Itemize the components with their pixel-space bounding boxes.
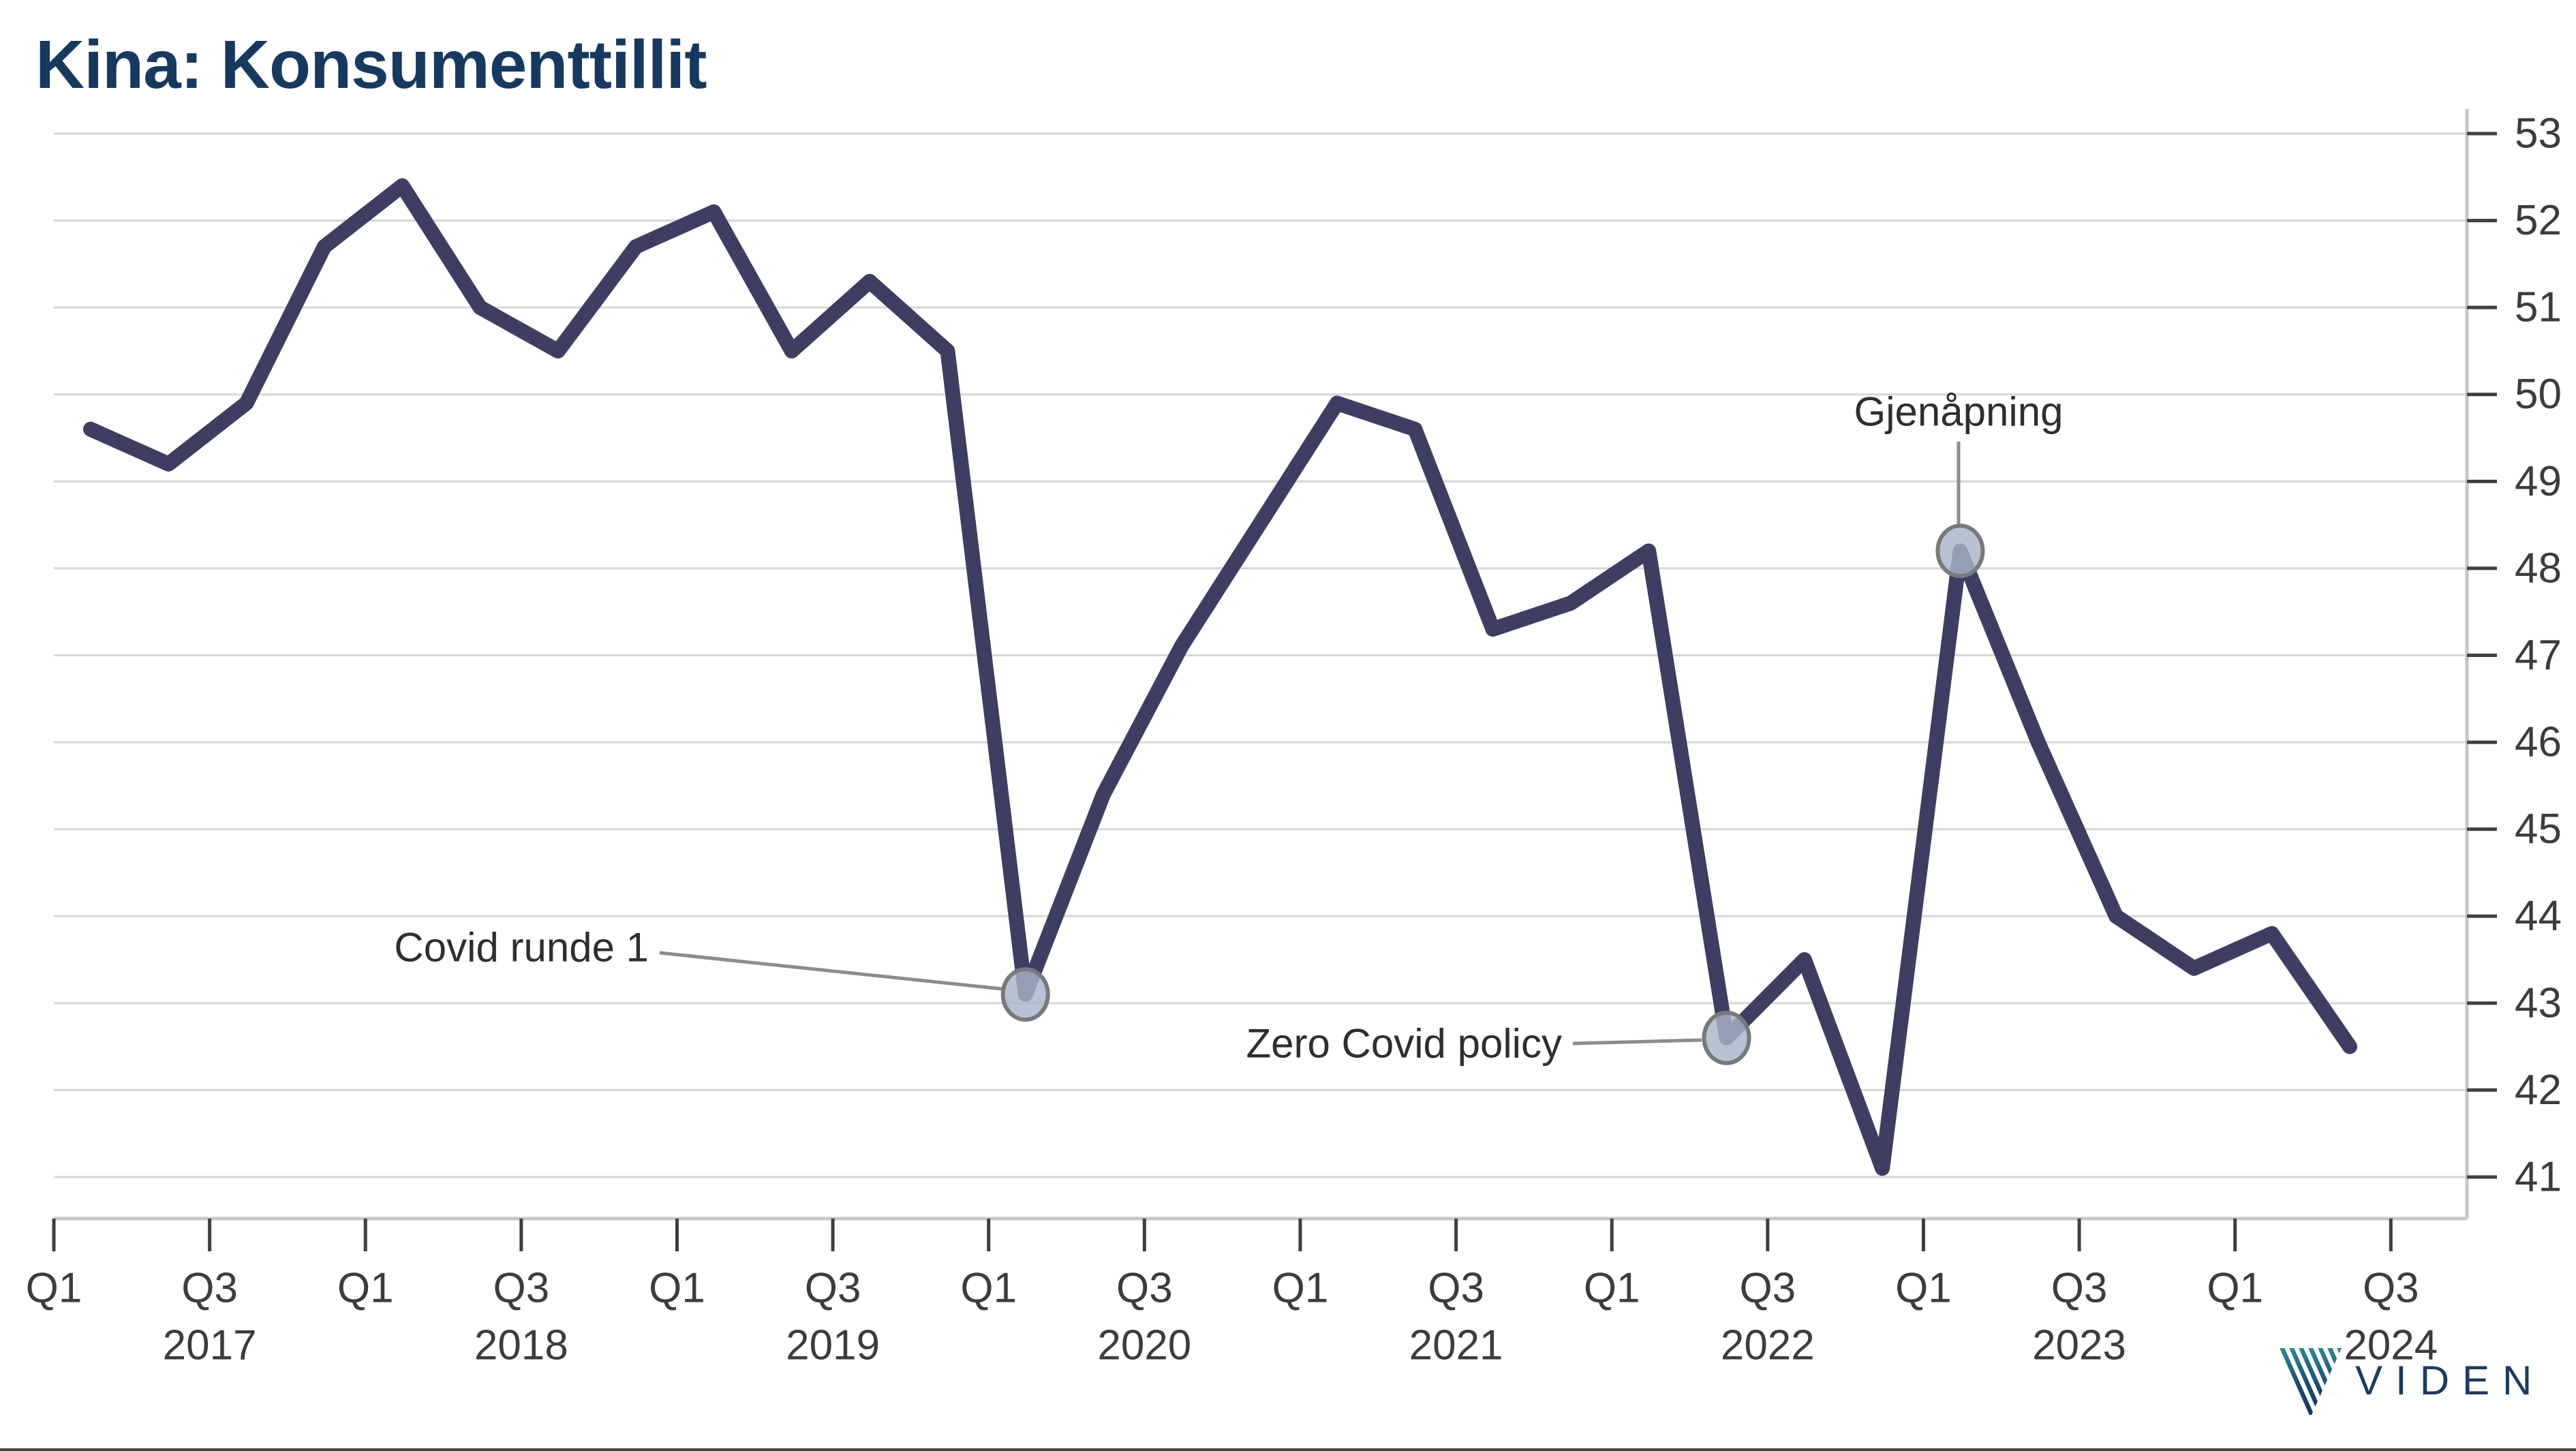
y-tick-label: 49 [2515, 458, 2562, 505]
x-tick-label: Q1 [1895, 1265, 1952, 1312]
x-tick-label: Q3 [1116, 1265, 1173, 1312]
y-tick-label: 50 [2515, 371, 2562, 418]
x-tick-label: Q1 [1272, 1265, 1329, 1312]
x-tick-label: Q1 [26, 1265, 82, 1312]
y-tick-label: 44 [2515, 893, 2562, 940]
year-label: 2021 [1409, 1322, 1503, 1369]
y-tick-label: 41 [2515, 1153, 2562, 1200]
y-tick-label: 46 [2515, 719, 2562, 766]
annotation-label: Gjenåpning [1854, 389, 2064, 435]
x-tick-label: Q3 [181, 1265, 238, 1312]
y-tick-label: 51 [2515, 284, 2562, 331]
x-tick-label: Q3 [1739, 1265, 1796, 1312]
viden-logo-text: VIDEN [2355, 1357, 2545, 1403]
annotation-leader [659, 951, 1002, 991]
year-label: 2018 [474, 1322, 568, 1369]
x-tick-label: Q1 [2207, 1265, 2263, 1312]
viden-logo: VIDEN [2276, 1344, 2545, 1416]
year-label: 2019 [786, 1322, 880, 1369]
y-tick-label: 52 [2515, 197, 2562, 244]
x-tick-label: Q1 [337, 1265, 394, 1312]
x-tick-label: Q3 [2363, 1265, 2419, 1312]
annotation-marker [1702, 1010, 1751, 1065]
y-tick-label: 47 [2515, 632, 2562, 679]
annotation-label: Zero Covid policy [1246, 1021, 1562, 1067]
viden-logo-icon [2276, 1348, 2342, 1415]
annotation-marker [1000, 967, 1050, 1022]
x-tick-label: Q1 [960, 1265, 1017, 1312]
x-tick-label: Q3 [2051, 1265, 2108, 1312]
x-tick-label: Q3 [805, 1265, 861, 1312]
annotation-marker [1935, 523, 1985, 579]
x-tick-label: Q3 [493, 1265, 550, 1312]
y-tick-label: 42 [2515, 1067, 2562, 1114]
year-label: 2017 [163, 1322, 257, 1369]
y-tick-label: 53 [2515, 110, 2562, 157]
x-tick-label: Q3 [1428, 1265, 1484, 1312]
series-line [83, 178, 2357, 1176]
x-tick-label: Q1 [1584, 1265, 1640, 1312]
annotation-label: Covid runde 1 [394, 925, 649, 971]
year-label: 2023 [2032, 1322, 2126, 1369]
year-label: 2020 [1097, 1322, 1191, 1369]
year-label: 2022 [1721, 1322, 1815, 1369]
y-tick-label: 48 [2515, 545, 2562, 592]
y-tick-label: 43 [2515, 979, 2562, 1026]
y-tick-label: 45 [2515, 806, 2562, 853]
annotation-leader [1572, 1038, 1702, 1045]
year-label: 2024 [2344, 1322, 2438, 1369]
x-tick-label: Q1 [649, 1265, 705, 1312]
chart-title: Kina: Konsumenttillit [35, 27, 707, 103]
